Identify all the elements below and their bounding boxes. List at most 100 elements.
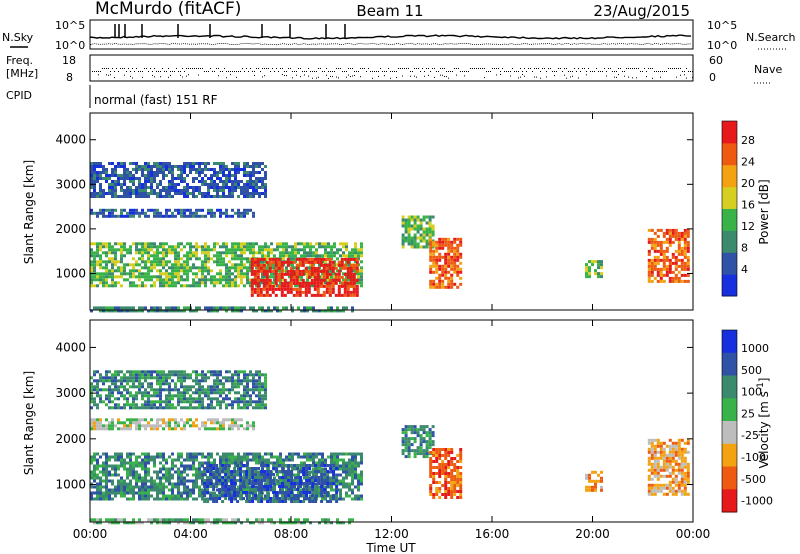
data-cell <box>114 485 117 489</box>
data-cell <box>111 421 114 425</box>
data-cell <box>314 467 318 470</box>
data-cell <box>320 500 324 503</box>
data-cell <box>279 479 282 483</box>
data-cell <box>342 254 345 258</box>
data-cell <box>132 385 135 389</box>
data-cell <box>174 284 177 288</box>
data-cell <box>222 452 225 456</box>
data-cell <box>156 309 159 313</box>
data-cell <box>318 491 321 495</box>
data-cell <box>331 284 335 288</box>
data-cell <box>311 488 315 491</box>
data-cell <box>300 278 303 282</box>
data-cell <box>186 195 189 198</box>
data-cell <box>102 376 105 380</box>
data-cell <box>162 521 165 525</box>
data-cell <box>141 208 144 212</box>
data-cell <box>174 370 177 374</box>
data-cell <box>422 218 426 222</box>
data-cell <box>159 470 162 474</box>
data-cell <box>216 421 219 425</box>
data-cell <box>335 476 339 479</box>
data-cell <box>441 273 445 277</box>
data-cell <box>360 458 363 462</box>
freq-dot <box>564 68 565 69</box>
data-cell <box>120 406 123 410</box>
data-cell <box>195 418 198 422</box>
data-cell <box>336 263 339 267</box>
freq-dot <box>216 68 217 69</box>
data-cell <box>135 168 138 171</box>
data-cell <box>320 485 324 488</box>
data-cell <box>150 370 153 374</box>
data-cell <box>129 479 132 483</box>
data-cell <box>126 195 129 198</box>
freq-dot <box>402 68 403 69</box>
data-cell <box>117 269 120 273</box>
data-cell <box>224 473 228 476</box>
data-cell <box>251 497 255 500</box>
data-cell <box>162 278 165 282</box>
data-cell <box>266 467 270 470</box>
data-cell <box>276 245 279 249</box>
data-cell <box>330 452 333 456</box>
data-cell <box>219 458 222 462</box>
data-cell <box>276 284 279 288</box>
data-cell <box>312 497 315 501</box>
data-cell <box>147 494 150 498</box>
data-cell <box>224 482 228 485</box>
freq-dot <box>448 71 449 72</box>
data-cell <box>105 491 108 495</box>
data-cell <box>168 391 171 395</box>
freq-dot <box>268 68 269 69</box>
data-cell <box>264 177 267 180</box>
data-cell <box>349 275 353 279</box>
data-cell <box>174 189 177 192</box>
data-cell <box>120 208 123 212</box>
data-cell <box>275 467 279 470</box>
data-cell <box>438 243 442 247</box>
freq-label-line2: [MHz] <box>6 67 38 80</box>
data-cell <box>174 306 177 310</box>
data-cell <box>340 293 344 297</box>
data-cell <box>270 452 273 456</box>
data-cell <box>591 260 594 264</box>
data-cell <box>132 473 135 477</box>
data-cell <box>150 418 153 422</box>
data-cell <box>177 470 180 474</box>
data-cell <box>453 264 457 268</box>
freq-dot <box>570 71 571 72</box>
data-cell <box>318 494 321 498</box>
data-cell <box>96 180 99 183</box>
data-cell <box>300 461 303 465</box>
data-cell <box>144 192 147 195</box>
data-cell <box>96 494 99 498</box>
colorbar-swatch <box>722 208 737 231</box>
data-cell <box>102 177 105 180</box>
data-cell <box>219 306 222 310</box>
data-cell <box>150 458 153 462</box>
data-cell <box>237 180 240 183</box>
data-cell <box>168 306 171 310</box>
data-cell <box>236 470 240 473</box>
data-cell <box>99 260 102 264</box>
colorbar-tick-label: 24 <box>741 156 755 169</box>
data-cell <box>459 282 463 286</box>
data-cell <box>171 180 174 183</box>
data-cell <box>293 500 297 503</box>
data-cell <box>246 461 249 465</box>
data-cell <box>192 424 195 428</box>
data-cell <box>299 500 303 503</box>
data-cell <box>416 227 420 231</box>
data-cell <box>459 240 463 244</box>
data-cell <box>653 264 657 268</box>
data-cell <box>447 255 451 259</box>
data-cell <box>349 269 353 273</box>
data-cell <box>186 518 189 522</box>
data-cell <box>144 491 147 495</box>
data-cell <box>647 240 651 244</box>
data-cell <box>253 260 257 264</box>
data-cell <box>186 455 189 459</box>
data-cell <box>180 180 183 183</box>
data-cell <box>141 406 144 410</box>
